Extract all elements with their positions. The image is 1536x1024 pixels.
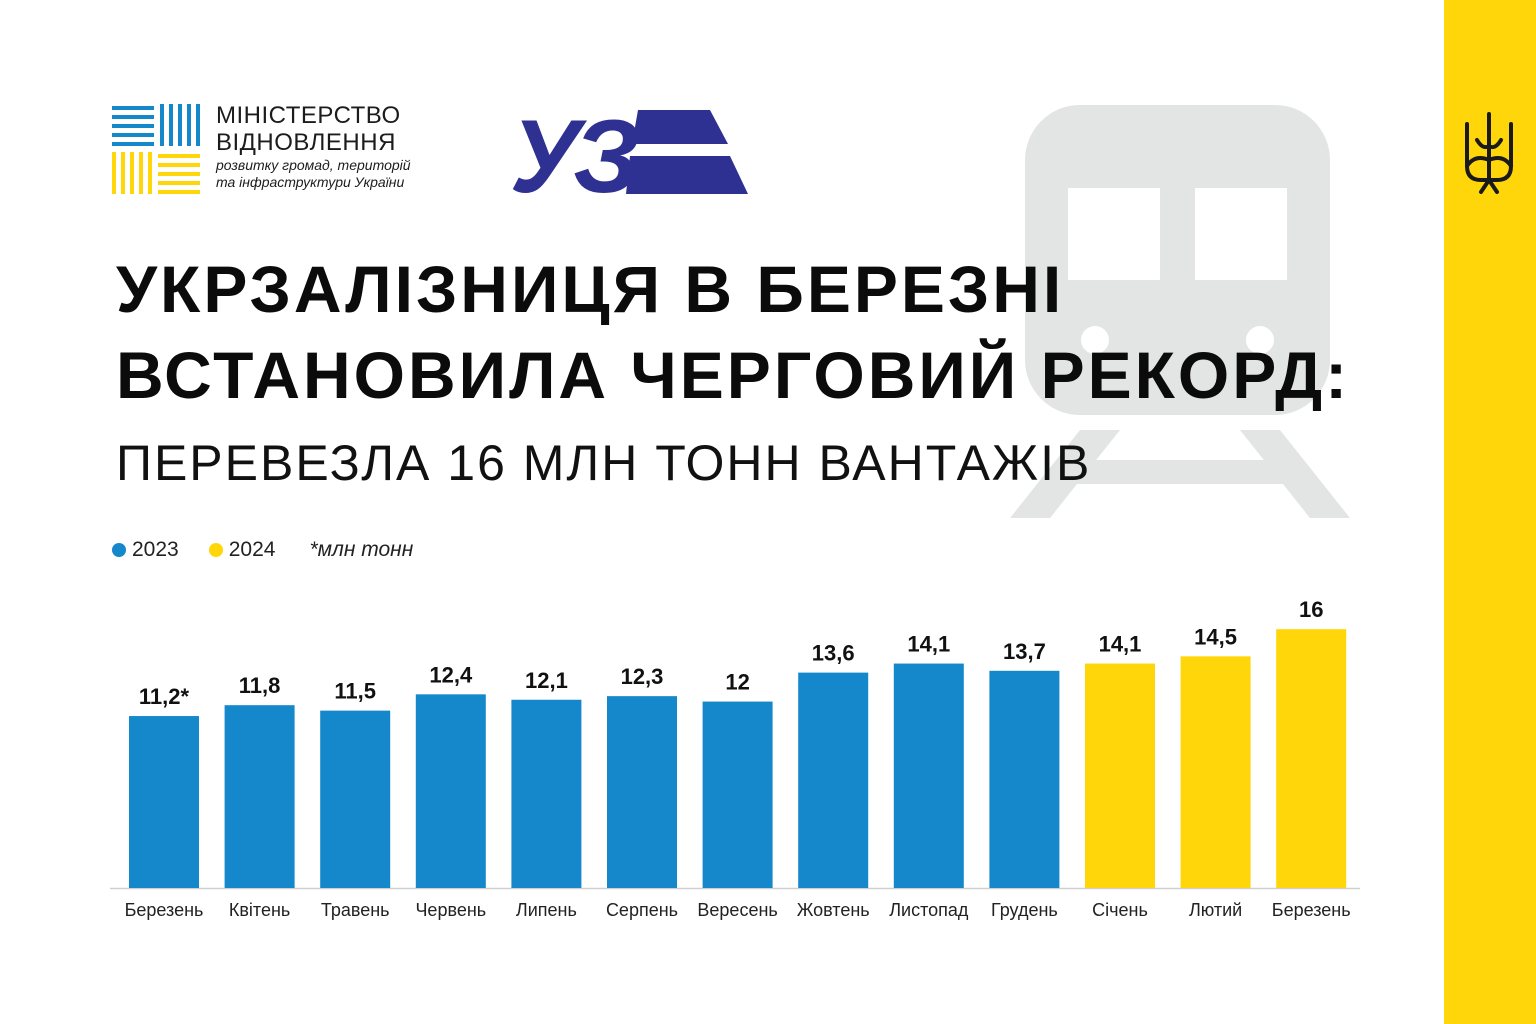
bar-10 [1085, 663, 1155, 888]
uz-logo-text: УЗ [510, 108, 638, 196]
page-title: УКРЗАЛІЗНИЦЯ В БЕРЕЗНІ ВСТАНОВИЛА ЧЕРГОВ… [116, 246, 1350, 418]
category-label-0: Березень [125, 900, 204, 920]
bar-value-label-3: 12,4 [429, 662, 473, 687]
category-label-12: Березень [1272, 900, 1351, 920]
bar-value-label-2: 11,5 [334, 679, 376, 704]
category-label-10: Січень [1092, 900, 1148, 920]
title-line2: ВСТАНОВИЛА ЧЕРГОВИЙ РЕКОРД: [116, 338, 1351, 412]
category-label-5: Серпень [606, 900, 678, 920]
bar-8 [893, 663, 964, 888]
bar-4 [511, 699, 582, 888]
ministry-sub-line1: розвитку громад, територій [216, 157, 411, 173]
bar-11 [1180, 656, 1251, 888]
trident-icon [1465, 112, 1513, 194]
legend-item-2023: 2023 [112, 538, 179, 562]
category-label-1: Квітень [229, 900, 290, 920]
ministry-sub-line2: та інфраструктури України [216, 174, 405, 190]
bar-6 [702, 701, 773, 888]
category-label-9: Грудень [991, 900, 1058, 920]
category-label-2: Травень [321, 900, 390, 920]
page-subtitle: ПЕРЕВЕЗЛА 16 МЛН ТОНН ВАНТАЖІВ [116, 435, 1092, 491]
category-label-6: Вересень [697, 900, 777, 920]
bar-12 [1276, 629, 1347, 888]
category-label-7: Жовтень [797, 900, 870, 920]
bar-value-label-11: 14,5 [1194, 624, 1237, 649]
legend-dot-blue [112, 543, 126, 557]
bar-value-label-6: 12 [725, 670, 749, 695]
bar-chart: 11,2* Березень 11,8 Квітень 11,5 Травень 12,4 Ч… [110, 597, 1360, 920]
bar-value-label-8: 14,1 [907, 632, 950, 657]
bar-1 [224, 705, 295, 888]
bar-value-label-0: 11,2* [139, 684, 190, 709]
category-label-3: Червень [415, 900, 486, 920]
bar-value-label-9: 13,7 [1003, 639, 1046, 664]
category-label-11: Лютий [1189, 900, 1242, 920]
ministry-name-line1: МІНІСТЕРСТВО [216, 102, 401, 129]
bar-value-label-5: 12,3 [621, 664, 664, 689]
legend-item-2024: 2024 [208, 538, 276, 562]
chart-legend: 2023 2024 *млн тонн [112, 538, 413, 562]
legend-dot-yellow [208, 543, 223, 557]
ministry-name: МІНІСТЕРСТВО ВІДНОВЛЕННЯ розвитку громад… [216, 102, 411, 190]
uz-logo: УЗ [510, 108, 748, 196]
bar-value-label-4: 12,1 [525, 668, 568, 693]
bar-2 [320, 710, 391, 888]
category-label-8: Листопад [889, 900, 969, 920]
category-label-4: Липень [516, 900, 577, 920]
unit-note: *млн тонн [309, 538, 414, 561]
legend-label-2024: 2024 [228, 538, 276, 561]
bar-9 [989, 670, 1060, 888]
bar-value-label-10: 14,1 [1099, 632, 1142, 657]
bar-0 [129, 716, 199, 888]
bar-value-label-12: 16 [1299, 597, 1323, 622]
legend-label-2023: 2023 [132, 538, 179, 561]
bar-3 [415, 694, 486, 888]
bar-5 [607, 696, 677, 888]
ministry-logo [112, 104, 200, 194]
bar-value-label-1: 11,8 [239, 673, 281, 698]
bar-value-label-7: 13,6 [812, 641, 855, 666]
ministry-name-line2: ВІДНОВЛЕННЯ [216, 129, 396, 156]
bar-7 [798, 672, 869, 888]
train-background-icon [1010, 105, 1350, 518]
title-line1: УКРЗАЛІЗНИЦЯ В БЕРЕЗНІ [116, 252, 1065, 326]
